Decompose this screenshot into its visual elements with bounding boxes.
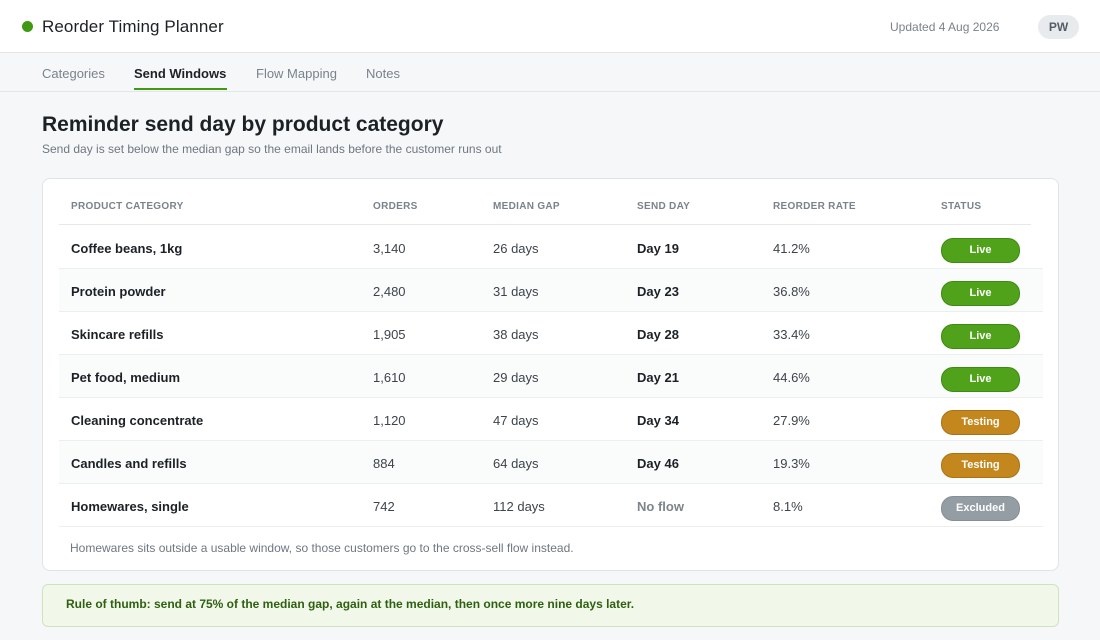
orders-cell: 1,120 [373, 413, 406, 428]
page-title: Reminder send day by product category [42, 113, 444, 136]
status-badge: Excluded [941, 496, 1020, 521]
category-cell: Candles and refills [71, 456, 187, 471]
median-gap-cell: 29 days [493, 370, 539, 385]
status-dot-icon [22, 21, 33, 32]
table-row[interactable]: Coffee beans, 1kg 3,140 26 days Day 19 4… [59, 226, 1043, 269]
reorder-rate-cell: 36.8% [773, 284, 810, 299]
send-day-cell: Day 28 [637, 327, 679, 342]
tab-bar: Categories Send Windows Flow Mapping Not… [0, 53, 1100, 92]
orders-cell: 3,140 [373, 241, 406, 256]
orders-cell: 1,905 [373, 327, 406, 342]
median-gap-cell: 64 days [493, 456, 539, 471]
median-gap-cell: 31 days [493, 284, 539, 299]
status-badge: Testing [941, 410, 1020, 435]
top-bar: Reorder Timing Planner Updated 4 Aug 202… [0, 0, 1100, 53]
column-header-reorder-rate: REORDER RATE [773, 201, 856, 212]
category-cell: Homewares, single [71, 499, 189, 514]
reorder-rate-cell: 44.6% [773, 370, 810, 385]
last-updated-text: Updated 4 Aug 2026 [890, 20, 1000, 34]
tab-categories[interactable]: Categories [42, 66, 105, 81]
orders-cell: 742 [373, 499, 395, 514]
column-header-send-day: SEND DAY [637, 201, 691, 212]
status-badge: Testing [941, 453, 1020, 478]
send-day-cell: Day 34 [637, 413, 679, 428]
category-cell: Coffee beans, 1kg [71, 241, 183, 256]
reorder-rate-cell: 8.1% [773, 499, 803, 514]
page-subtitle: Send day is set below the median gap so … [42, 142, 502, 156]
category-cell: Protein powder [71, 284, 166, 299]
orders-cell: 884 [373, 456, 395, 471]
column-header-category: PRODUCT CATEGORY [71, 201, 184, 212]
status-badge: Live [941, 367, 1020, 392]
status-badge: Live [941, 281, 1020, 306]
table-row[interactable]: Cleaning concentrate 1,120 47 days Day 3… [59, 398, 1043, 441]
orders-cell: 2,480 [373, 284, 406, 299]
send-day-cell: Day 21 [637, 370, 679, 385]
tab-flow-mapping[interactable]: Flow Mapping [256, 66, 337, 81]
column-header-status: STATUS [941, 201, 982, 212]
orders-cell: 1,610 [373, 370, 406, 385]
user-avatar[interactable]: PW [1038, 15, 1079, 39]
app-title: Reorder Timing Planner [42, 17, 224, 36]
table-row[interactable]: Skincare refills 1,905 38 days Day 28 33… [59, 312, 1043, 355]
reorder-rate-cell: 19.3% [773, 456, 810, 471]
table-row[interactable]: Homewares, single 742 112 days No flow 8… [59, 484, 1043, 527]
column-header-median-gap: MEDIAN GAP [493, 201, 560, 212]
median-gap-cell: 38 days [493, 327, 539, 342]
send-windows-table-card: PRODUCT CATEGORY ORDERS MEDIAN GAP SEND … [42, 178, 1059, 571]
tab-send-windows[interactable]: Send Windows [134, 66, 227, 81]
send-day-cell: No flow [637, 499, 684, 514]
reorder-rate-cell: 27.9% [773, 413, 810, 428]
send-day-cell: Day 46 [637, 456, 679, 471]
rule-of-thumb-callout: Rule of thumb: send at 75% of the median… [42, 584, 1059, 627]
median-gap-cell: 26 days [493, 241, 539, 256]
status-badge: Live [941, 324, 1020, 349]
table-footnote: Homewares sits outside a usable window, … [70, 541, 574, 555]
median-gap-cell: 47 days [493, 413, 539, 428]
category-cell: Cleaning concentrate [71, 413, 204, 428]
reorder-rate-cell: 41.2% [773, 241, 810, 256]
column-header-orders: ORDERS [373, 201, 418, 212]
category-cell: Skincare refills [71, 327, 164, 342]
table-row[interactable]: Candles and refills 884 64 days Day 46 1… [59, 441, 1043, 484]
header-divider [59, 224, 1031, 225]
rule-of-thumb-text: Rule of thumb: send at 75% of the median… [66, 597, 635, 611]
reorder-rate-cell: 33.4% [773, 327, 810, 342]
median-gap-cell: 112 days [493, 499, 545, 514]
active-tab-indicator [134, 88, 227, 90]
status-badge: Live [941, 238, 1020, 263]
send-day-cell: Day 23 [637, 284, 679, 299]
table-row[interactable]: Pet food, medium 1,610 29 days Day 21 44… [59, 355, 1043, 398]
category-cell: Pet food, medium [71, 370, 181, 385]
table-row[interactable]: Protein powder 2,480 31 days Day 23 36.8… [59, 269, 1043, 312]
send-day-cell: Day 19 [637, 241, 679, 256]
tab-notes[interactable]: Notes [366, 66, 400, 81]
